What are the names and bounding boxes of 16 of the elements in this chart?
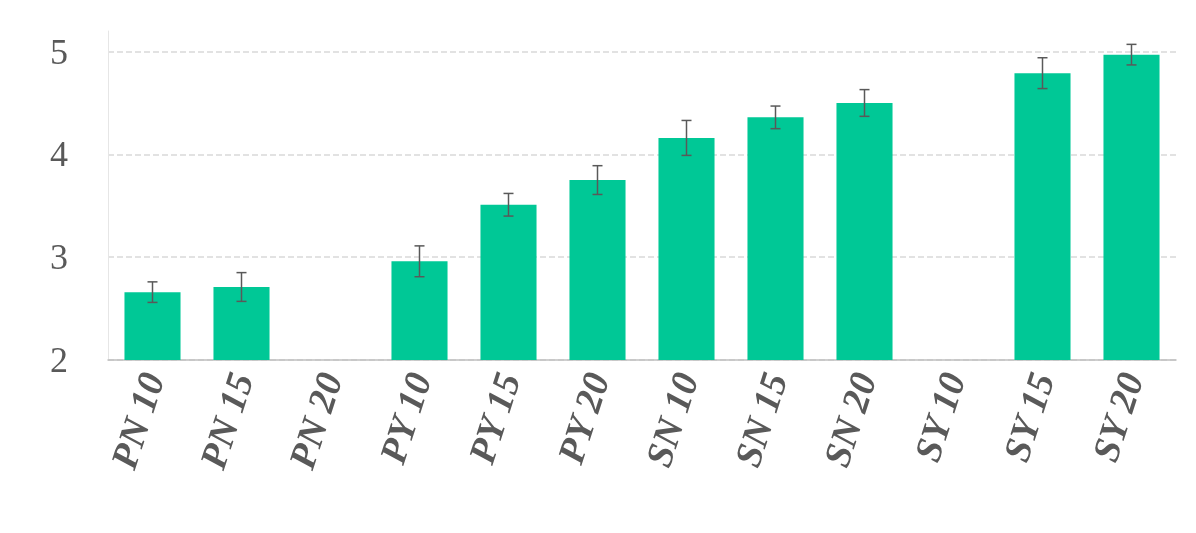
x-tick-label: SY 15	[994, 367, 1063, 467]
x-tick-label: PY 20	[548, 367, 618, 470]
x-tick-label: SN 20	[814, 367, 885, 472]
y-tick-label: 3	[50, 237, 68, 278]
x-tick-label: PN 10	[101, 367, 173, 475]
x-tick-label: SY 20	[1083, 367, 1152, 467]
x-tick-label: SY 10	[905, 367, 974, 467]
y-tick-label: 2	[50, 340, 68, 380]
x-tick-label: PN 15	[190, 367, 262, 475]
x-tick-label: SN 15	[725, 367, 796, 472]
x-tick-label: PN 20	[279, 367, 351, 475]
x-tick-label: PY 10	[370, 367, 440, 470]
y-tick-label: 5	[50, 31, 68, 72]
x-tick-label: SN 10	[636, 367, 707, 472]
x-tick-label: PY 15	[459, 367, 529, 470]
y-tick-label: 4	[50, 134, 68, 175]
